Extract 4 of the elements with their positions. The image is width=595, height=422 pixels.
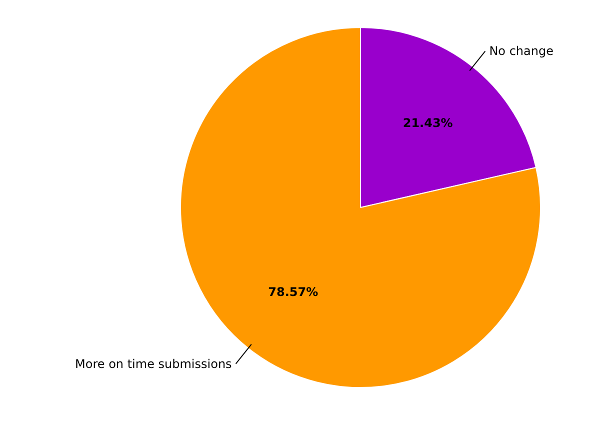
slice-label: No change [489,44,554,58]
slice-label: More on time submissions [75,356,232,371]
data-label: 21.43% [402,116,453,130]
data-label: 78.57% [268,284,318,299]
